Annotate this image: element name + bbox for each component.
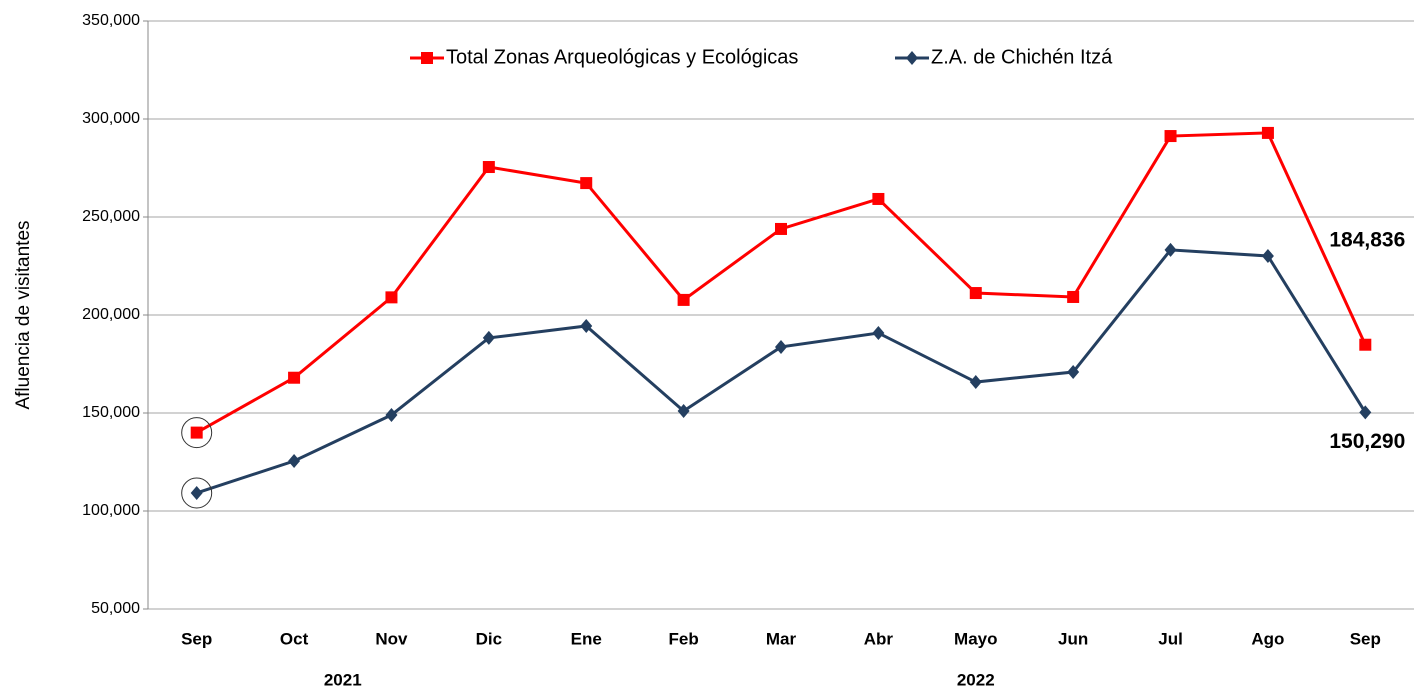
x-tick-label: Feb [668,629,698,648]
marker [677,404,690,419]
y-tick-label: 250,000 [82,208,140,225]
marker [969,375,982,390]
x-tick-label: Abr [864,629,894,648]
marker [482,161,495,174]
x-tick-label: Mar [766,629,797,648]
legend-label: Z.A. de Chichén Itzá [931,46,1113,68]
x-tick-label: Jul [1158,629,1183,648]
marker [385,291,398,304]
marker [1067,365,1080,380]
marker [385,407,398,422]
marker [288,454,301,469]
x-tick-label: Dic [476,629,502,648]
x-tick-label: Oct [280,629,309,648]
marker [775,222,787,235]
marker [1359,405,1372,420]
marker [872,326,885,341]
marker [1261,126,1274,139]
x-tick-label: Jun [1058,629,1088,648]
y-tick-label: 350,000 [82,12,140,29]
marker [1067,290,1080,303]
y-tick-label: 150,000 [82,404,140,421]
value-label: 150,290 [1329,430,1405,453]
marker [190,485,203,500]
marker [872,192,885,205]
marker [288,371,301,384]
x-tick-label: Ago [1251,629,1284,648]
marker [580,318,593,333]
value-label: 184,836 [1329,228,1405,251]
x-group-label: 2021 [324,670,362,689]
marker [1261,249,1274,264]
series-line [195,131,1367,434]
y-tick-label: 200,000 [82,306,140,323]
marker [677,293,690,306]
marker [190,426,203,439]
marker [421,52,433,64]
x-tick-label: Mayo [954,629,997,648]
series-line [196,248,1367,495]
marker [969,287,982,300]
y-tick-label: 100,000 [82,502,140,519]
marker [775,339,787,354]
x-tick-label: Nov [375,629,408,648]
y-tick-label: 300,000 [82,110,140,127]
y-tick-label: 50,000 [91,600,140,617]
y-axis-title: Afluencia de visitantes [13,220,34,409]
marker [482,330,495,345]
x-tick-label: Sep [181,629,212,648]
marker [906,51,918,65]
x-group-label: 2022 [957,670,995,689]
marker [1164,242,1177,257]
marker [1164,130,1177,143]
legend-label: Total Zonas Arqueológicas y Ecológicas [446,46,798,68]
x-tick-label: Sep [1350,629,1381,648]
highlight-circle [181,417,213,449]
x-tick-label: Ene [571,629,602,648]
highlight-circle [181,477,213,509]
marker [1359,338,1372,351]
marker [580,177,593,190]
